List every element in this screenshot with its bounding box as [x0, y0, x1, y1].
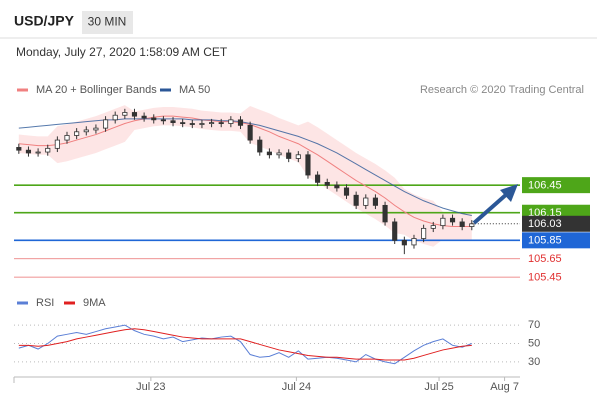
candle-body [228, 119, 234, 124]
x-tick-label: Aug 7 [490, 381, 519, 393]
candle-body [131, 112, 138, 117]
candle-body [64, 135, 70, 141]
candle-body [16, 147, 22, 151]
candle-body [237, 119, 244, 126]
candle-body [83, 129, 89, 133]
y-tick-label: 50 [528, 337, 540, 349]
candle-body [45, 147, 51, 153]
y-tick-label: 30 [528, 356, 540, 368]
candle-body [74, 131, 80, 136]
candle-body [295, 154, 301, 159]
legend-label: RSI [36, 297, 54, 309]
candle-body [363, 197, 369, 206]
level-label: 105.65 [528, 253, 562, 265]
bollinger-band [18, 105, 472, 247]
candle-body [266, 151, 272, 156]
interval-box [82, 11, 133, 34]
candle-body [440, 217, 446, 227]
candle-body [180, 122, 186, 124]
candle-body [247, 124, 253, 141]
x-tick-label: Jul 23 [136, 381, 165, 393]
candle-body [102, 119, 109, 129]
candle-body [151, 117, 157, 121]
candle-body [209, 122, 215, 124]
candle-body [160, 119, 166, 122]
candle-body [324, 181, 330, 186]
candle-body [112, 114, 118, 121]
candle-body [353, 194, 359, 206]
candle-body [421, 227, 427, 239]
candle-body [459, 221, 465, 227]
candle-body [54, 139, 60, 149]
candle-body [372, 197, 378, 206]
last-price-label: 106.03 [528, 218, 562, 230]
level-label: 105.85 [528, 235, 562, 247]
last-price-box [522, 215, 590, 232]
candle-body [141, 115, 147, 119]
target-arrow [472, 191, 510, 225]
legend-label: 9MA [83, 297, 106, 309]
level-label-box [522, 232, 590, 249]
ma-line [18, 118, 472, 216]
level-label: 105.45 [528, 272, 562, 284]
candle-body [25, 149, 32, 154]
legend-label: MA 50 [179, 84, 210, 96]
candle-body [257, 139, 263, 153]
credit: Research © 2020 Trading Central [420, 84, 584, 96]
candle-body [35, 151, 41, 154]
y-tick-label: 70 [528, 319, 540, 331]
indicator-line [18, 328, 472, 361]
candle-body [401, 239, 407, 246]
level-label: 106.45 [528, 180, 562, 192]
x-tick-label: Jul 25 [424, 381, 453, 393]
candle-body [286, 152, 292, 159]
candle-body [218, 122, 224, 124]
symbol: USD/JPY [14, 13, 75, 29]
candle-body [343, 187, 350, 196]
timestamp: Monday, July 27, 2020 1:58:09 AM CET [16, 45, 228, 59]
arrow-head [500, 184, 518, 202]
candle-body [122, 112, 128, 116]
indicator-line [18, 324, 472, 365]
candle-body [315, 174, 321, 183]
candle-body [449, 217, 456, 223]
candle-body [411, 238, 417, 246]
candle-body [382, 204, 388, 223]
level-label-box [522, 177, 590, 194]
ma-line [18, 115, 472, 228]
legend-label: MA 20 + Bollinger Bands [36, 84, 157, 96]
candle-body [392, 221, 398, 241]
candle-body [170, 120, 176, 123]
candle-body [199, 123, 205, 125]
candle-body [276, 152, 282, 156]
candle-body [430, 225, 436, 229]
interval: 30 MIN [88, 15, 127, 29]
x-tick-label: Jul 24 [282, 381, 311, 393]
candle-body [189, 123, 195, 125]
candle-body [93, 127, 99, 131]
candle-body [305, 154, 311, 176]
candle-body [334, 184, 340, 189]
